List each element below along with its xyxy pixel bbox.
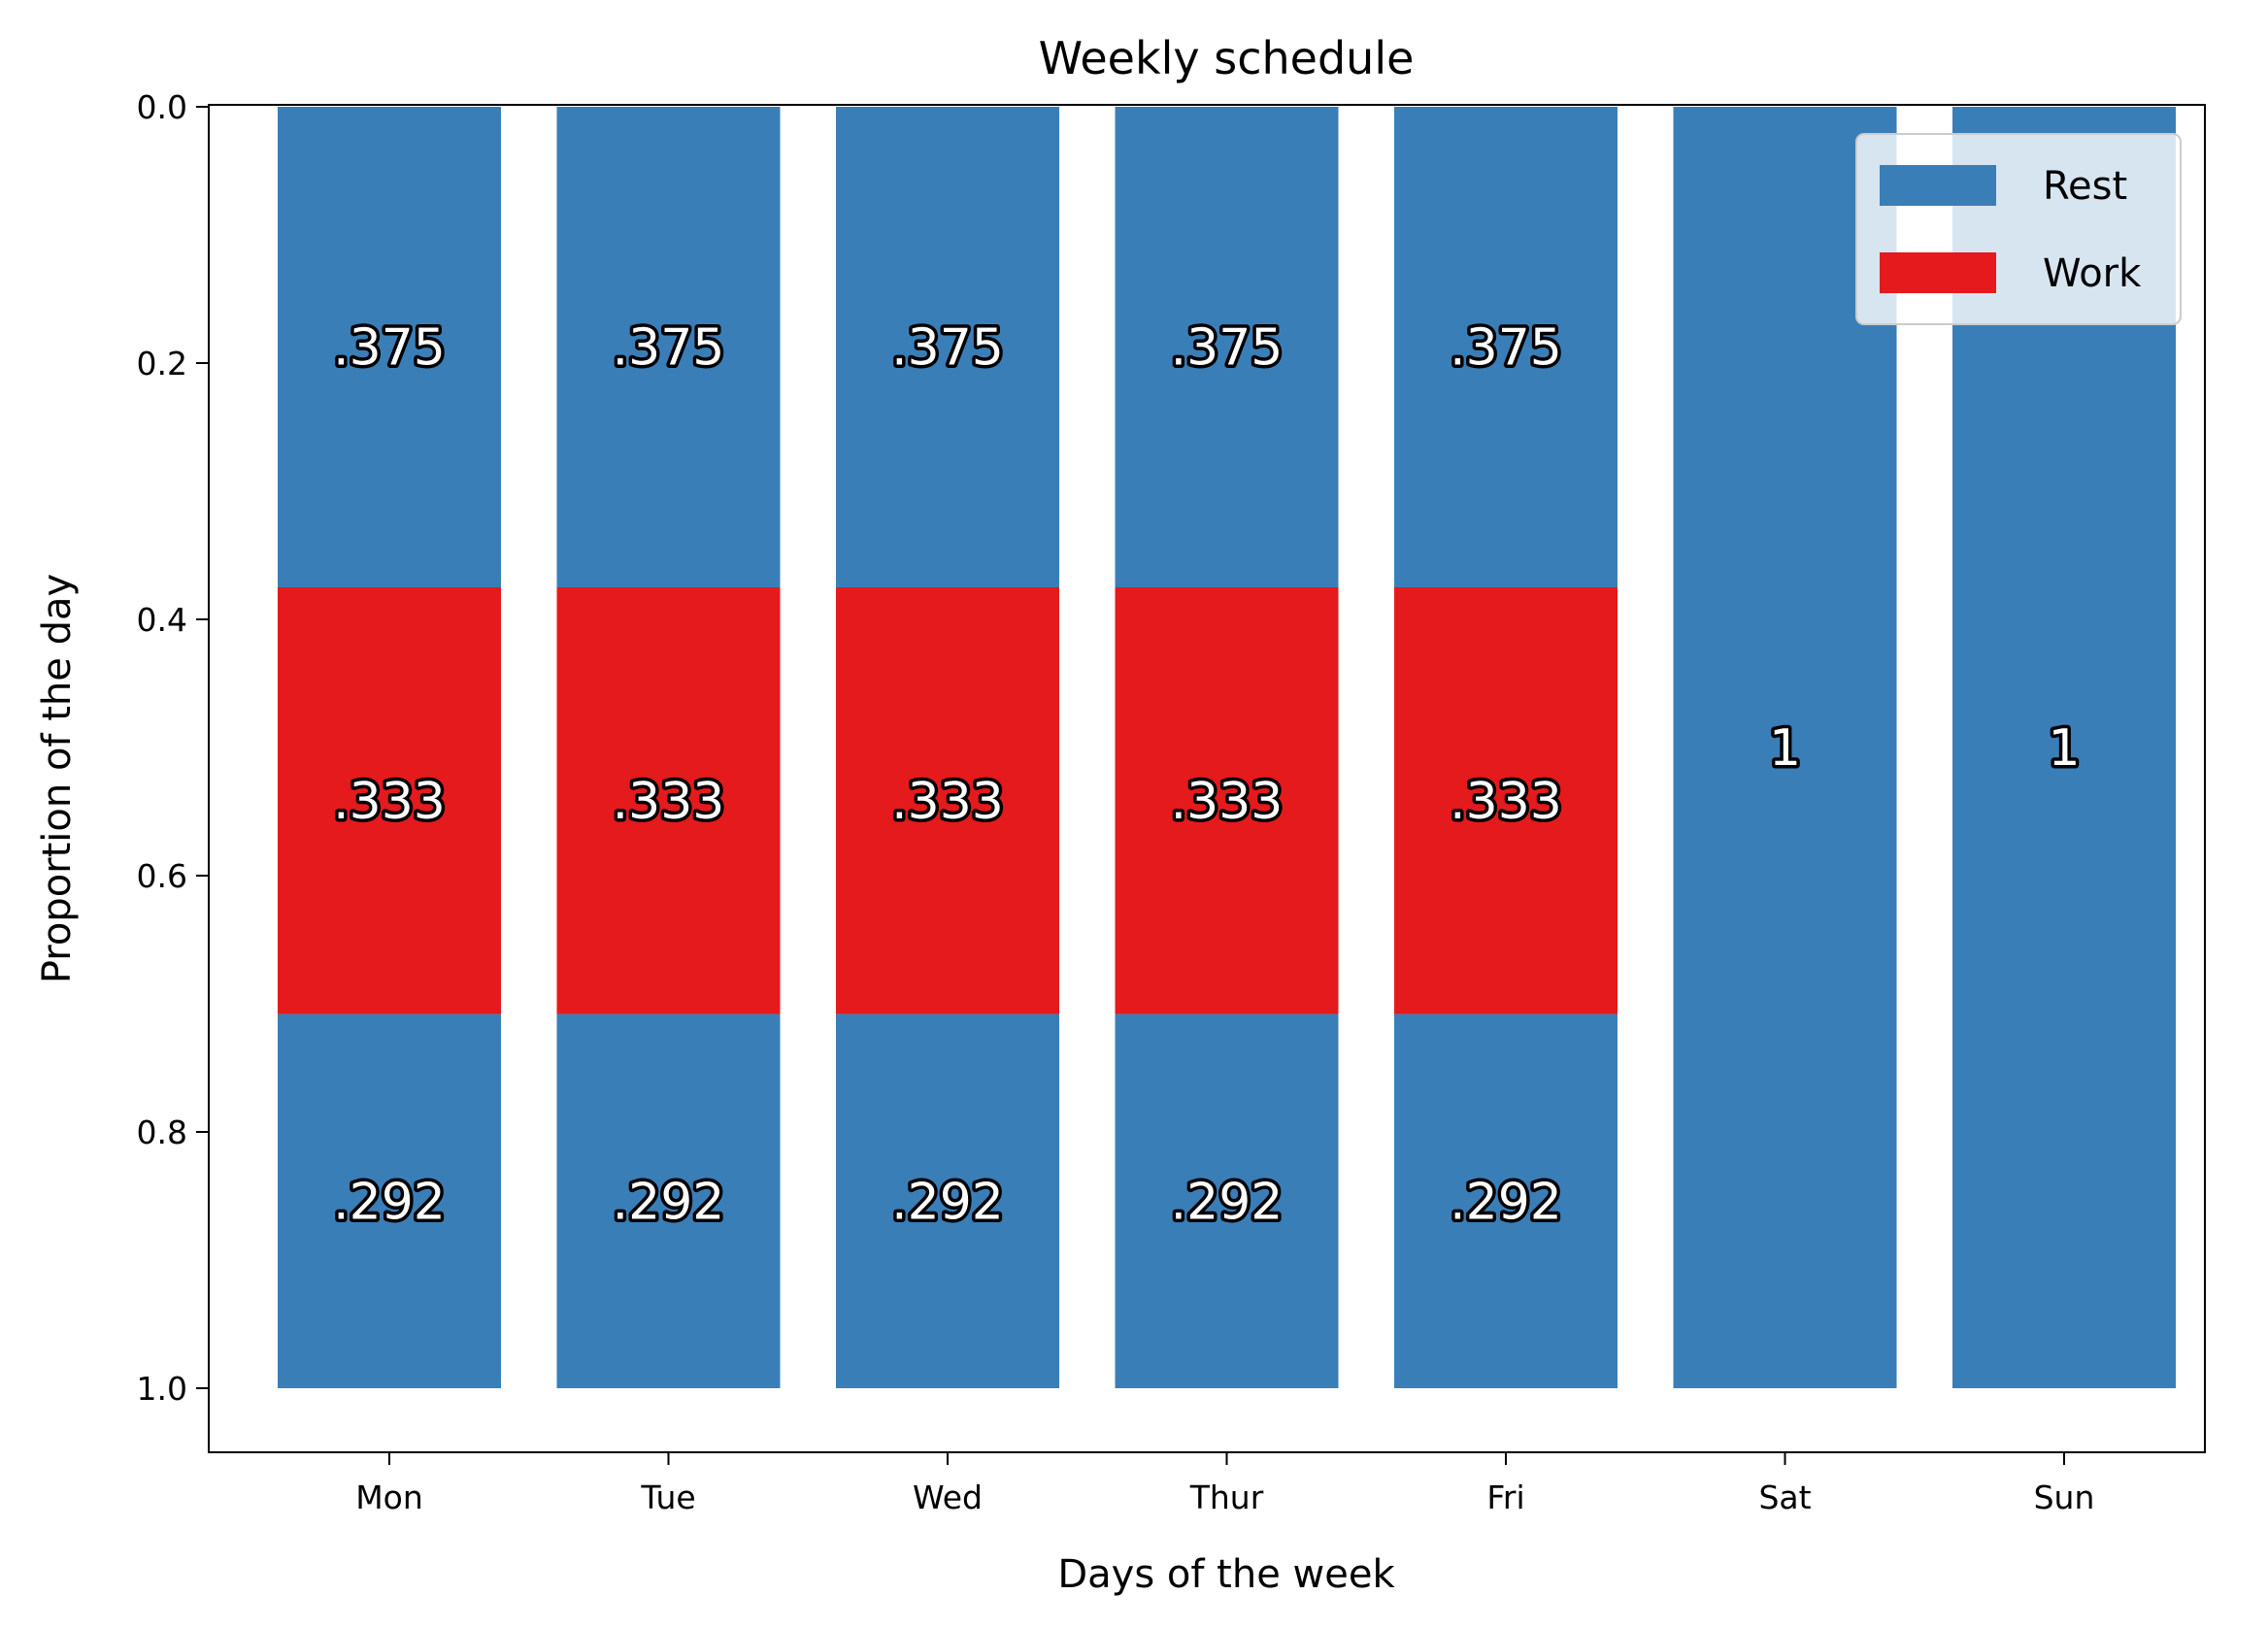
- bar-tue-rest-2: [556, 1013, 781, 1388]
- data-label-tue-0: .375: [613, 319, 725, 378]
- data-label-mon-0: .375: [333, 319, 446, 378]
- bar-wed-work-1: [836, 587, 1059, 1014]
- y-tick-label: 0.6: [137, 857, 187, 895]
- bar-fri-work-1: [1394, 587, 1618, 1014]
- x-tick-label-tue: Tue: [640, 1478, 695, 1516]
- bar-tue-work-1: [556, 587, 781, 1014]
- chart-title: Weekly schedule: [1039, 32, 1415, 84]
- data-labels: .375 .333 .292 .375 .333 .292 .375 .333 .292 .375…: [330, 316, 2084, 1235]
- data-label-wed-0: .375: [891, 319, 1004, 378]
- data-label-mon-1: .333: [333, 773, 446, 831]
- x-axis-label: Days of the week: [1057, 1552, 1395, 1597]
- bar-fri-rest-2: [1394, 1013, 1618, 1388]
- data-label-mon-2: .292: [333, 1173, 446, 1231]
- legend: Rest Work: [1855, 133, 2182, 325]
- bars: [278, 107, 2176, 1388]
- data-label-sat-0: 1: [1769, 719, 1801, 778]
- bar-mon-rest-2: [278, 1013, 501, 1388]
- legend-swatch-work: [1880, 252, 1996, 293]
- data-label-thur-1: .333: [1171, 773, 1284, 831]
- bar-thur-work-1: [1115, 587, 1339, 1014]
- legend-swatch-rest: [1880, 165, 1996, 206]
- data-label-fri-2: .292: [1450, 1173, 1562, 1231]
- x-tick-label-thur: Thur: [1189, 1478, 1264, 1516]
- bar-mon-rest-0: [278, 107, 501, 587]
- y-axis-label: Proportion of the day: [35, 574, 80, 983]
- x-axis: Mon Tue Wed Thur Fri Sat Sun: [355, 1452, 2094, 1516]
- x-tick-label-sun: Sun: [2034, 1478, 2095, 1516]
- legend-label-rest: Rest: [2043, 164, 2127, 209]
- data-label-tue-2: .292: [613, 1173, 725, 1231]
- legend-label-work: Work: [2043, 251, 2142, 296]
- data-label-fri-0: .375: [1450, 319, 1562, 378]
- y-axis: 0.0 0.2 0.4 0.6 0.8 1.0: [137, 88, 209, 1408]
- data-label-thur-2: .292: [1171, 1173, 1284, 1231]
- data-label-tue-1: .333: [613, 773, 725, 831]
- x-tick-label-sat: Sat: [1758, 1478, 1811, 1516]
- data-label-wed-2: .292: [891, 1173, 1004, 1231]
- bar-wed-rest-2: [836, 1013, 1059, 1388]
- data-label-wed-1: .333: [891, 773, 1004, 831]
- bar-tue-rest-0: [556, 107, 781, 587]
- bar-thur-rest-2: [1115, 1013, 1339, 1388]
- bar-thur-rest-0: [1115, 107, 1339, 587]
- x-tick-label-wed: Wed: [913, 1478, 983, 1516]
- y-tick-label: 0.0: [137, 88, 187, 126]
- plot-frame: [208, 104, 2206, 1453]
- x-tick-label-mon: Mon: [355, 1478, 423, 1516]
- bar-wed-rest-0: [836, 107, 1059, 587]
- bar-mon-work-1: [278, 587, 501, 1014]
- x-tick-label-fri: Fri: [1486, 1478, 1524, 1516]
- y-tick-label: 0.8: [137, 1113, 187, 1151]
- y-tick-label: 1.0: [137, 1370, 187, 1408]
- y-tick-label: 0.4: [137, 601, 187, 639]
- data-label-sun-0: 1: [2048, 719, 2080, 778]
- data-label-thur-0: .375: [1171, 319, 1284, 378]
- bar-fri-rest-0: [1394, 107, 1618, 587]
- data-label-fri-1: .333: [1450, 773, 1562, 831]
- y-tick-label: 0.2: [137, 345, 187, 382]
